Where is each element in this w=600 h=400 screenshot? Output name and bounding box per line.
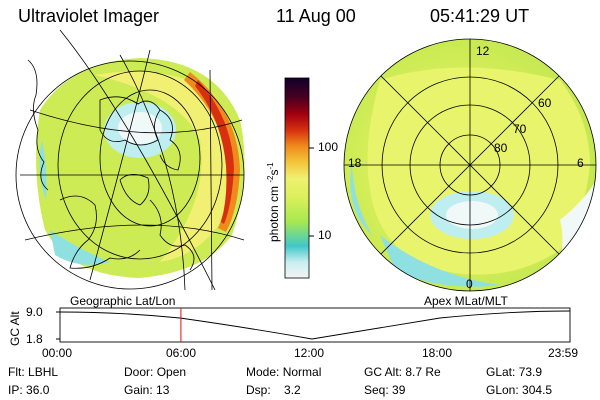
info-mode: Mode: Normal (246, 365, 322, 379)
mlt-label-0: 0 (466, 277, 473, 291)
timeline-xtick-0600: 06:00 (166, 346, 197, 360)
mlt-label-12: 12 (476, 44, 490, 58)
timeline-ytick-high: 9.0 (26, 305, 43, 319)
colorbar-unit-label: photon cm -2s-1 (266, 162, 281, 242)
auroral-emission-yellow (95, 71, 230, 263)
colorbar (284, 77, 310, 279)
info-door: Door: Open (124, 365, 187, 379)
timeline-xtick-1800: 18:00 (422, 346, 453, 360)
cyan-patch (50, 230, 110, 265)
polar-cap-core (446, 201, 498, 229)
instrument-title: Ultraviolet Imager (18, 6, 160, 26)
timeline-ylabel: GC Alt (8, 311, 22, 346)
gc-alt-timeline (56, 307, 571, 343)
info-gc-alt: GC Alt: 8.7 Re (364, 365, 441, 379)
info-ip: IP: 36.0 (8, 383, 50, 397)
magnetic-grid (343, 38, 597, 292)
info-seq: Seq: 39 (364, 383, 406, 397)
mlt-label-6: 6 (577, 156, 584, 170)
nightside-cyan (380, 235, 500, 287)
mlat-label-80: 80 (494, 141, 508, 155)
gc-alt-curve (59, 310, 571, 340)
oval-bright (367, 67, 590, 275)
mlat-label-70: 70 (513, 122, 527, 136)
info-filter: Flt: LBHL (8, 365, 59, 379)
timeline-xtick-2359: 23:59 (548, 346, 579, 360)
left-panel-caption: Geographic Lat/Lon (70, 294, 176, 308)
colorbar-tick-10: 10 (318, 228, 332, 242)
coastlines (27, 59, 195, 271)
timeline-ytick-low: 1.8 (26, 332, 43, 346)
right-panel-caption: Apex MLat/MLT (424, 294, 508, 308)
dayside-red-core (195, 80, 234, 224)
timeline-xtick-0000: 00:00 (42, 346, 73, 360)
polar-hole-core (118, 112, 162, 144)
mlat-label-60: 60 (538, 96, 552, 110)
colorbar-tick-100: 100 (318, 140, 339, 154)
mlt-label-18: 18 (348, 156, 362, 170)
info-glon: GLon: 304.5 (486, 383, 553, 397)
geographic-grid (15, 29, 245, 291)
dusk-cyan (350, 160, 372, 235)
info-dsp: Dsp: 3.2 (246, 383, 301, 397)
info-glat: GLat: 73.9 (486, 365, 543, 379)
time-label: 05:41:29 UT (430, 6, 530, 26)
cyan-patch-2 (39, 140, 47, 200)
timeline-xtick-1200: 12:00 (294, 346, 325, 360)
info-gain: Gain: 13 (124, 383, 170, 397)
date-label: 11 Aug 00 (276, 6, 356, 26)
